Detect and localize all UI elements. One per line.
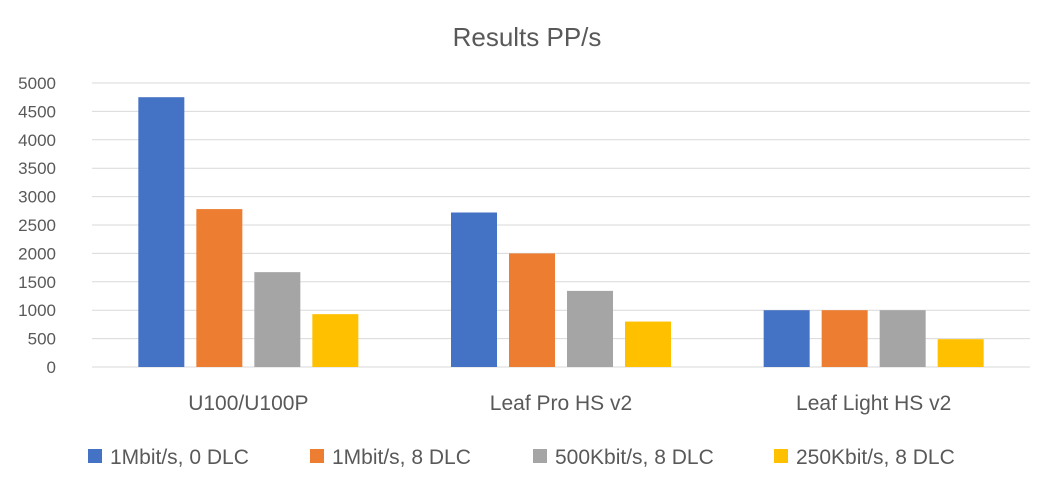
legend-label: 1Mbit/s, 0 DLC <box>110 446 249 469</box>
bar <box>879 310 926 367</box>
y-tick-label: 3000 <box>18 188 56 207</box>
legend-swatch <box>774 449 788 463</box>
bars <box>138 97 984 367</box>
bar <box>763 310 810 367</box>
bar <box>937 339 984 367</box>
bar <box>138 97 185 367</box>
y-tick-label: 1500 <box>18 273 56 292</box>
x-category-label: Leaf Light HS v2 <box>796 392 951 415</box>
x-category-label: Leaf Pro HS v2 <box>490 392 632 415</box>
y-axis-ticks: 0 500 1000 1500 2000 2500 3000 3500 4000 4500 5000 <box>18 74 56 377</box>
x-category-label: U100/U100P <box>188 392 308 415</box>
y-tick-label: 0 <box>47 358 56 377</box>
y-tick-label: 3500 <box>18 159 56 178</box>
y-tick-label: 4000 <box>18 131 56 150</box>
y-tick-label: 4500 <box>18 102 56 121</box>
legend-swatch <box>310 449 324 463</box>
chart-title: Results PP/s <box>453 22 602 52</box>
legend-swatch <box>533 449 547 463</box>
bar <box>451 212 497 367</box>
legend-swatch <box>88 449 102 463</box>
x-axis-categories: U100/U100P Leaf Pro HS v2 Leaf Light HS v2 <box>188 392 951 415</box>
legend-label: 250Kbit/s, 8 DLC <box>796 446 955 469</box>
legend-label: 500Kbit/s, 8 DLC <box>555 446 714 469</box>
y-tick-label: 500 <box>28 330 56 349</box>
bar <box>196 209 243 367</box>
legend: 1Mbit/s, 0 DLC 1Mbit/s, 8 DLC 500Kbit/s, 8… <box>88 446 955 469</box>
bar <box>625 321 671 367</box>
bar <box>567 290 613 367</box>
gridlines <box>92 82 1030 368</box>
y-tick-label: 5000 <box>18 74 56 93</box>
bar <box>509 253 555 367</box>
bar <box>254 272 301 367</box>
bar <box>312 314 359 367</box>
bar <box>821 310 868 367</box>
legend-label: 1Mbit/s, 8 DLC <box>332 446 471 469</box>
y-tick-label: 2000 <box>18 244 56 263</box>
y-tick-label: 2500 <box>18 216 56 235</box>
y-tick-label: 1000 <box>18 301 56 320</box>
